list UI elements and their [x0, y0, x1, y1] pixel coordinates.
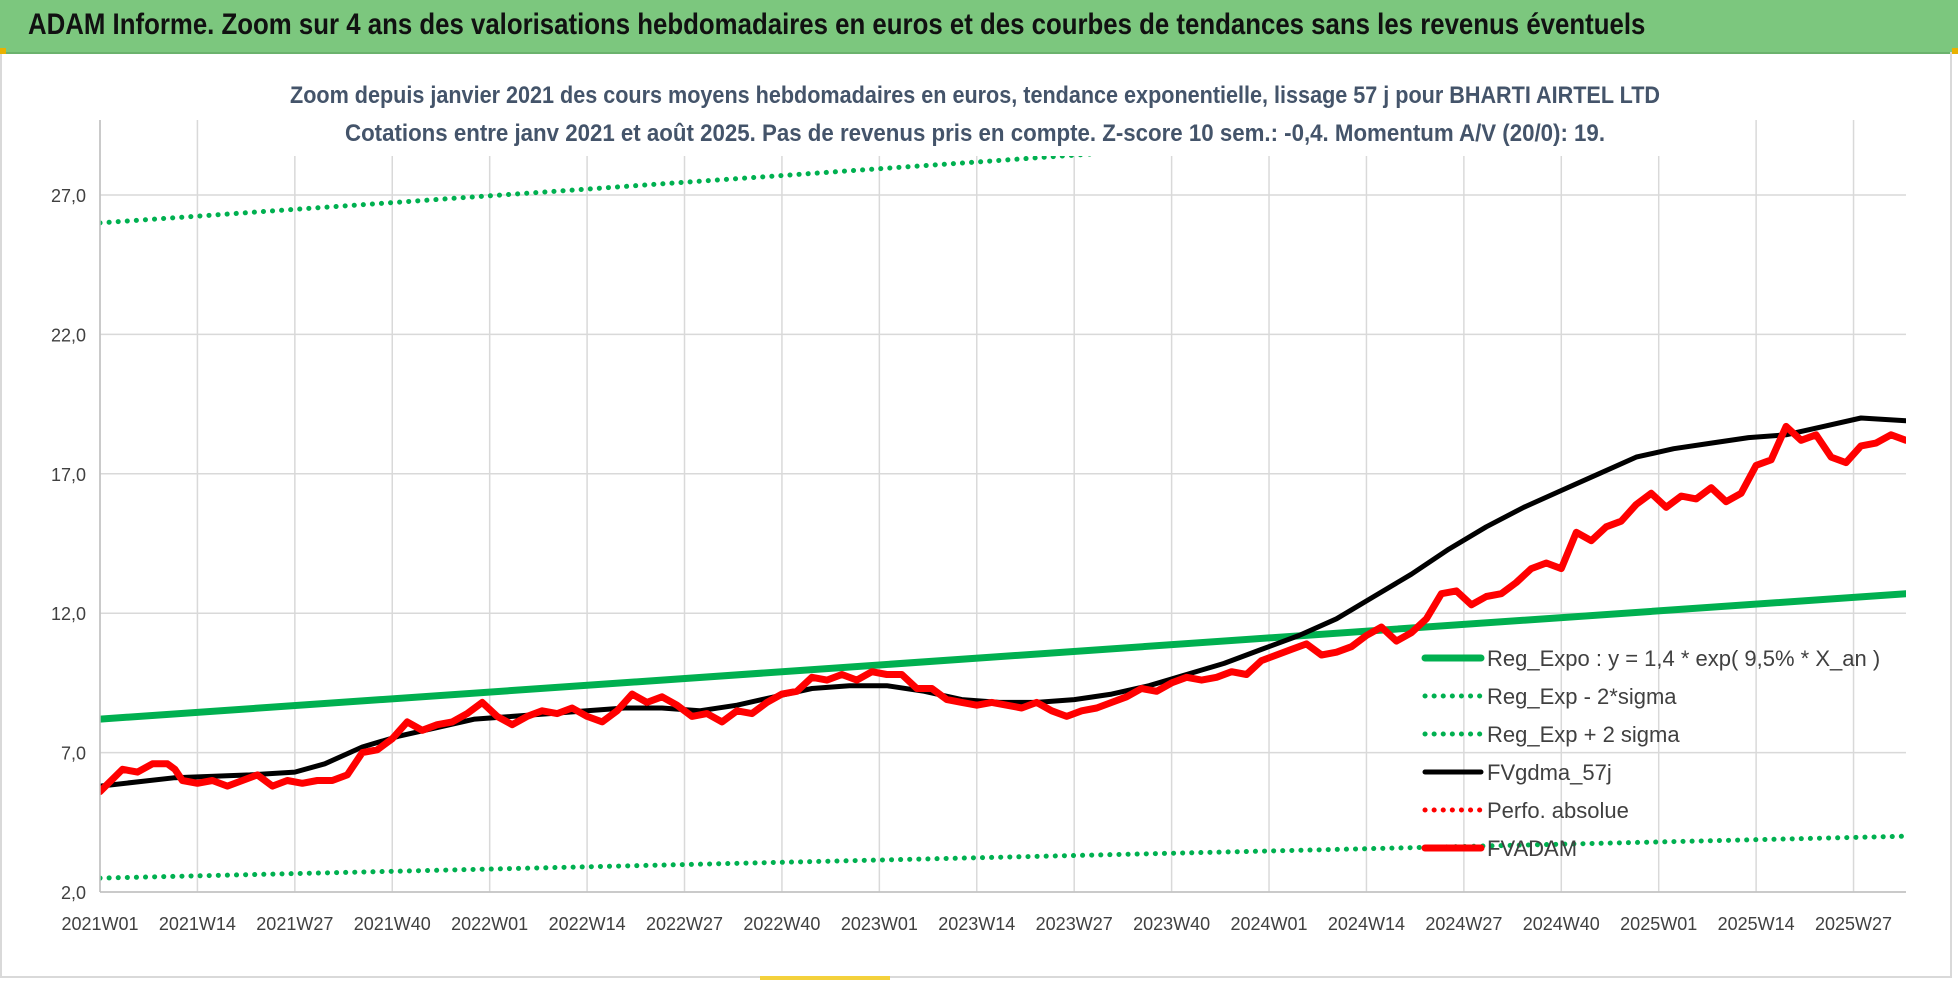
chart-title-block: Zoom depuis janvier 2021 des cours moyen…	[270, 74, 1680, 156]
x-tick-label: 2021W40	[354, 914, 431, 934]
legend-label: Reg_Exp + 2 sigma	[1487, 722, 1680, 747]
x-tick-label: 2022W27	[646, 914, 723, 934]
series-layer	[100, 120, 1906, 881]
x-tick-label: 2021W27	[256, 914, 333, 934]
legend: Reg_Expo : y = 1,4 * exp( 9,5% * X_an ) R…	[1421, 646, 1880, 861]
y-tick-label: 22,0	[51, 325, 86, 345]
x-tick-label: 2023W40	[1133, 914, 1210, 934]
y-tick-label: 12,0	[51, 604, 86, 624]
series-line-2	[100, 120, 1617, 226]
axes: 2,0 7,0 12,0 17,0 22,0 27,0 2021W01 2021W14 2021…	[51, 120, 1906, 934]
series-line-5	[100, 422, 1906, 796]
x-tick-label: 2022W14	[549, 914, 626, 934]
x-tick-label: 2024W14	[1328, 914, 1405, 934]
selection-handle-top-right[interactable]	[1952, 48, 1958, 54]
series-line-1	[100, 833, 1906, 881]
x-tick-label: 2025W14	[1718, 914, 1795, 934]
x-tick-label: 2024W01	[1230, 914, 1307, 934]
chart-title-background	[270, 74, 1680, 156]
y-tick-label: 2,0	[61, 883, 86, 903]
selection-handle-bottom[interactable]	[760, 976, 890, 980]
x-tick-label: 2025W01	[1620, 914, 1697, 934]
x-tick-label: 2021W14	[159, 914, 236, 934]
y-tick-label: 27,0	[51, 186, 86, 206]
x-tick-label: 2021W01	[61, 914, 138, 934]
selection-handle-top-left[interactable]	[0, 48, 6, 54]
x-tick-label: 2024W40	[1523, 914, 1600, 934]
x-tick-label: 2023W14	[938, 914, 1015, 934]
x-tick-label: 2023W27	[1036, 914, 1113, 934]
report-banner: ADAM Informe. Zoom sur 4 ans des valoris…	[0, 0, 1958, 54]
x-tick-label: 2025W27	[1815, 914, 1892, 934]
legend-label: Perfo. absolue	[1487, 798, 1629, 823]
report-title: ADAM Informe. Zoom sur 4 ans des valoris…	[28, 8, 1646, 41]
y-tick-label: 17,0	[51, 465, 86, 485]
legend-label: Reg_Exp - 2*sigma	[1487, 684, 1677, 709]
chart-title: Zoom depuis janvier 2021 des cours moyen…	[290, 82, 1660, 109]
y-tick-label: 7,0	[61, 744, 86, 764]
x-tick-label: 2022W40	[743, 914, 820, 934]
legend-label: Reg_Expo : y = 1,4 * exp( 9,5% * X_an )	[1487, 646, 1880, 671]
x-tick-label: 2024W27	[1425, 914, 1502, 934]
x-tick-label: 2023W01	[841, 914, 918, 934]
chart-frame	[0, 52, 1952, 978]
series-line-0	[100, 590, 1906, 723]
legend-label: FVgdma_57j	[1487, 760, 1612, 785]
legend-label: FVADAM	[1487, 836, 1577, 861]
chart-subtitle: Cotations entre janv 2021 et août 2025. …	[345, 120, 1605, 147]
x-tick-label: 2022W01	[451, 914, 528, 934]
